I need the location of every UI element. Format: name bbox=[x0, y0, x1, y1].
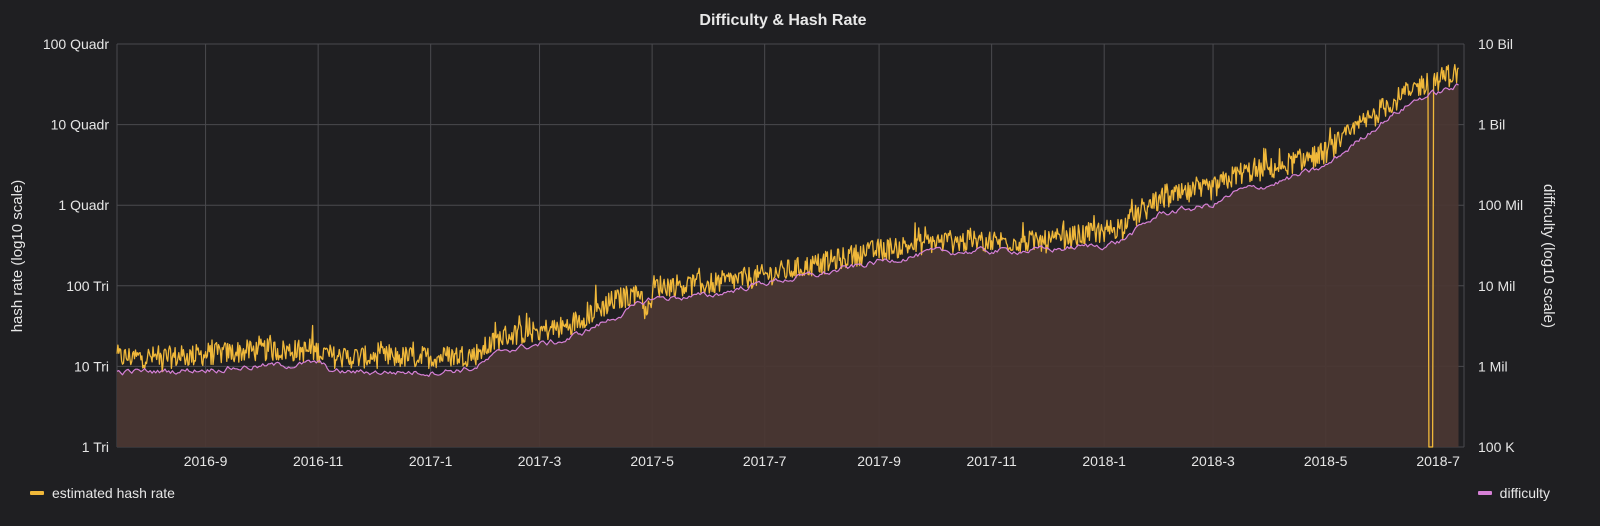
legend-item-difficulty[interactable]: difficulty bbox=[1477, 485, 1550, 501]
x-tick-label: 2016-9 bbox=[184, 453, 228, 469]
y-right-tick-label: 100 K bbox=[1478, 439, 1515, 455]
x-tick-label: 2018-7 bbox=[1416, 453, 1460, 469]
y-right-tick-label: 10 Mil bbox=[1478, 278, 1515, 294]
x-tick-label: 2018-5 bbox=[1304, 453, 1348, 469]
tick-labels: 1 Tri 10 Tri 100 Tri 1 Quadr 10 Quadr 100 Qua… bbox=[43, 36, 1523, 469]
x-tick-label: 2017-1 bbox=[409, 453, 453, 469]
y-right-tick-label: 100 Mil bbox=[1478, 197, 1523, 213]
y-left-tick-label: 100 Quadr bbox=[43, 36, 109, 52]
legend-label: estimated hash rate bbox=[52, 485, 175, 501]
x-tick-label: 2017-9 bbox=[857, 453, 901, 469]
x-tick-label: 2017-3 bbox=[518, 453, 562, 469]
series-line-hash-rate bbox=[116, 64, 1460, 448]
y-left-tick-label: 1 Quadr bbox=[58, 197, 109, 213]
legend-label: difficulty bbox=[1499, 485, 1550, 501]
legend-swatch bbox=[1477, 491, 1492, 495]
series-lines bbox=[116, 64, 1460, 448]
y-left-tick-label: 10 Tri bbox=[74, 358, 109, 374]
y-axis-right-label: difficulty (log10 scale) bbox=[1540, 184, 1557, 328]
chart-title: Difficulty & Hash Rate bbox=[699, 12, 866, 29]
legend-item-hash-rate[interactable]: estimated hash rate bbox=[30, 485, 175, 501]
x-tick-label: 2017-11 bbox=[966, 453, 1017, 469]
y-left-tick-label: 1 Tri bbox=[82, 439, 109, 455]
y-right-tick-label: 1 Bil bbox=[1478, 117, 1505, 133]
y-right-tick-label: 10 Bil bbox=[1478, 36, 1513, 52]
y-left-tick-label: 10 Quadr bbox=[51, 117, 110, 133]
y-left-tick-label: 100 Tri bbox=[66, 278, 109, 294]
x-tick-label: 2017-5 bbox=[630, 453, 674, 469]
y-right-tick-label: 1 Mil bbox=[1478, 358, 1508, 374]
legend-swatch bbox=[30, 491, 44, 495]
x-tick-label: 2016-11 bbox=[293, 453, 344, 469]
difficulty-area-fill bbox=[117, 83, 1459, 448]
x-tick-label: 2018-1 bbox=[1082, 453, 1126, 469]
x-tick-label: 2017-7 bbox=[743, 453, 787, 469]
y-axis-left-label: hash rate (log10 scale) bbox=[9, 180, 26, 333]
x-tick-label: 2018-3 bbox=[1191, 453, 1235, 469]
series-line-difficulty bbox=[116, 83, 1459, 377]
